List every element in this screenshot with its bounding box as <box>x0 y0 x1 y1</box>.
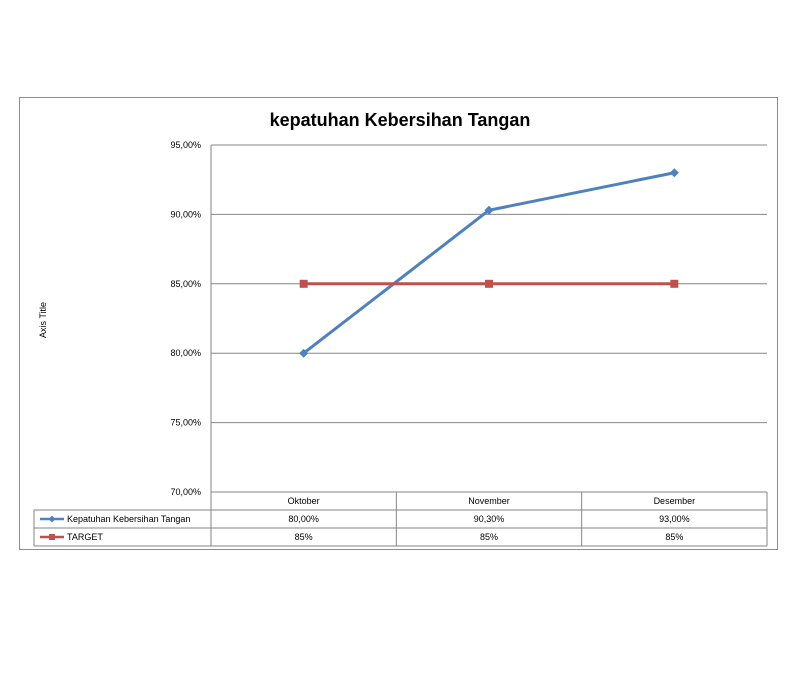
data-value-label: 85% <box>480 532 498 542</box>
data-table: Oktober November Desember Kepatuhan Kebersi… <box>33 491 768 547</box>
y-tick-labels: 70,00% 75,00% 80,00% 85,00% 90,00% 95,00% <box>170 140 201 497</box>
data-point <box>669 168 679 178</box>
y-tick-label: 85,00% <box>170 279 201 289</box>
y-tick-label: 70,00% <box>170 487 201 497</box>
data-point <box>485 279 493 288</box>
chart-title: kepatuhan Kebersihan Tangan <box>270 110 531 130</box>
y-tick-label: 75,00% <box>170 418 201 428</box>
data-point <box>670 279 679 288</box>
series-line <box>302 171 675 355</box>
data-point <box>299 279 308 288</box>
y-axis-title: Axis Title <box>38 302 48 338</box>
series-layer <box>299 168 679 358</box>
legend-key-marker <box>49 534 55 540</box>
gridlines <box>210 144 767 493</box>
category-label: Desember <box>654 496 696 506</box>
legend-key-marker <box>48 515 56 523</box>
data-value-label: 80,00% <box>288 514 319 524</box>
legend-series-name: TARGET <box>67 532 103 542</box>
chart-frame <box>19 97 778 550</box>
category-label: Oktober <box>288 496 320 506</box>
y-tick-label: 95,00% <box>170 140 201 150</box>
data-value-label: 93,00% <box>659 514 690 524</box>
y-tick-label: 90,00% <box>170 209 201 219</box>
y-tick-label: 80,00% <box>170 348 201 358</box>
data-value-label: 85% <box>665 532 683 542</box>
data-point <box>299 348 309 358</box>
data-value-label: 85% <box>295 532 313 542</box>
data-point <box>484 205 494 215</box>
legend-series-name: Kepatuhan Kebersihan Tangan <box>67 514 190 524</box>
category-label: November <box>468 496 510 506</box>
data-value-label: 90,30% <box>474 514 505 524</box>
